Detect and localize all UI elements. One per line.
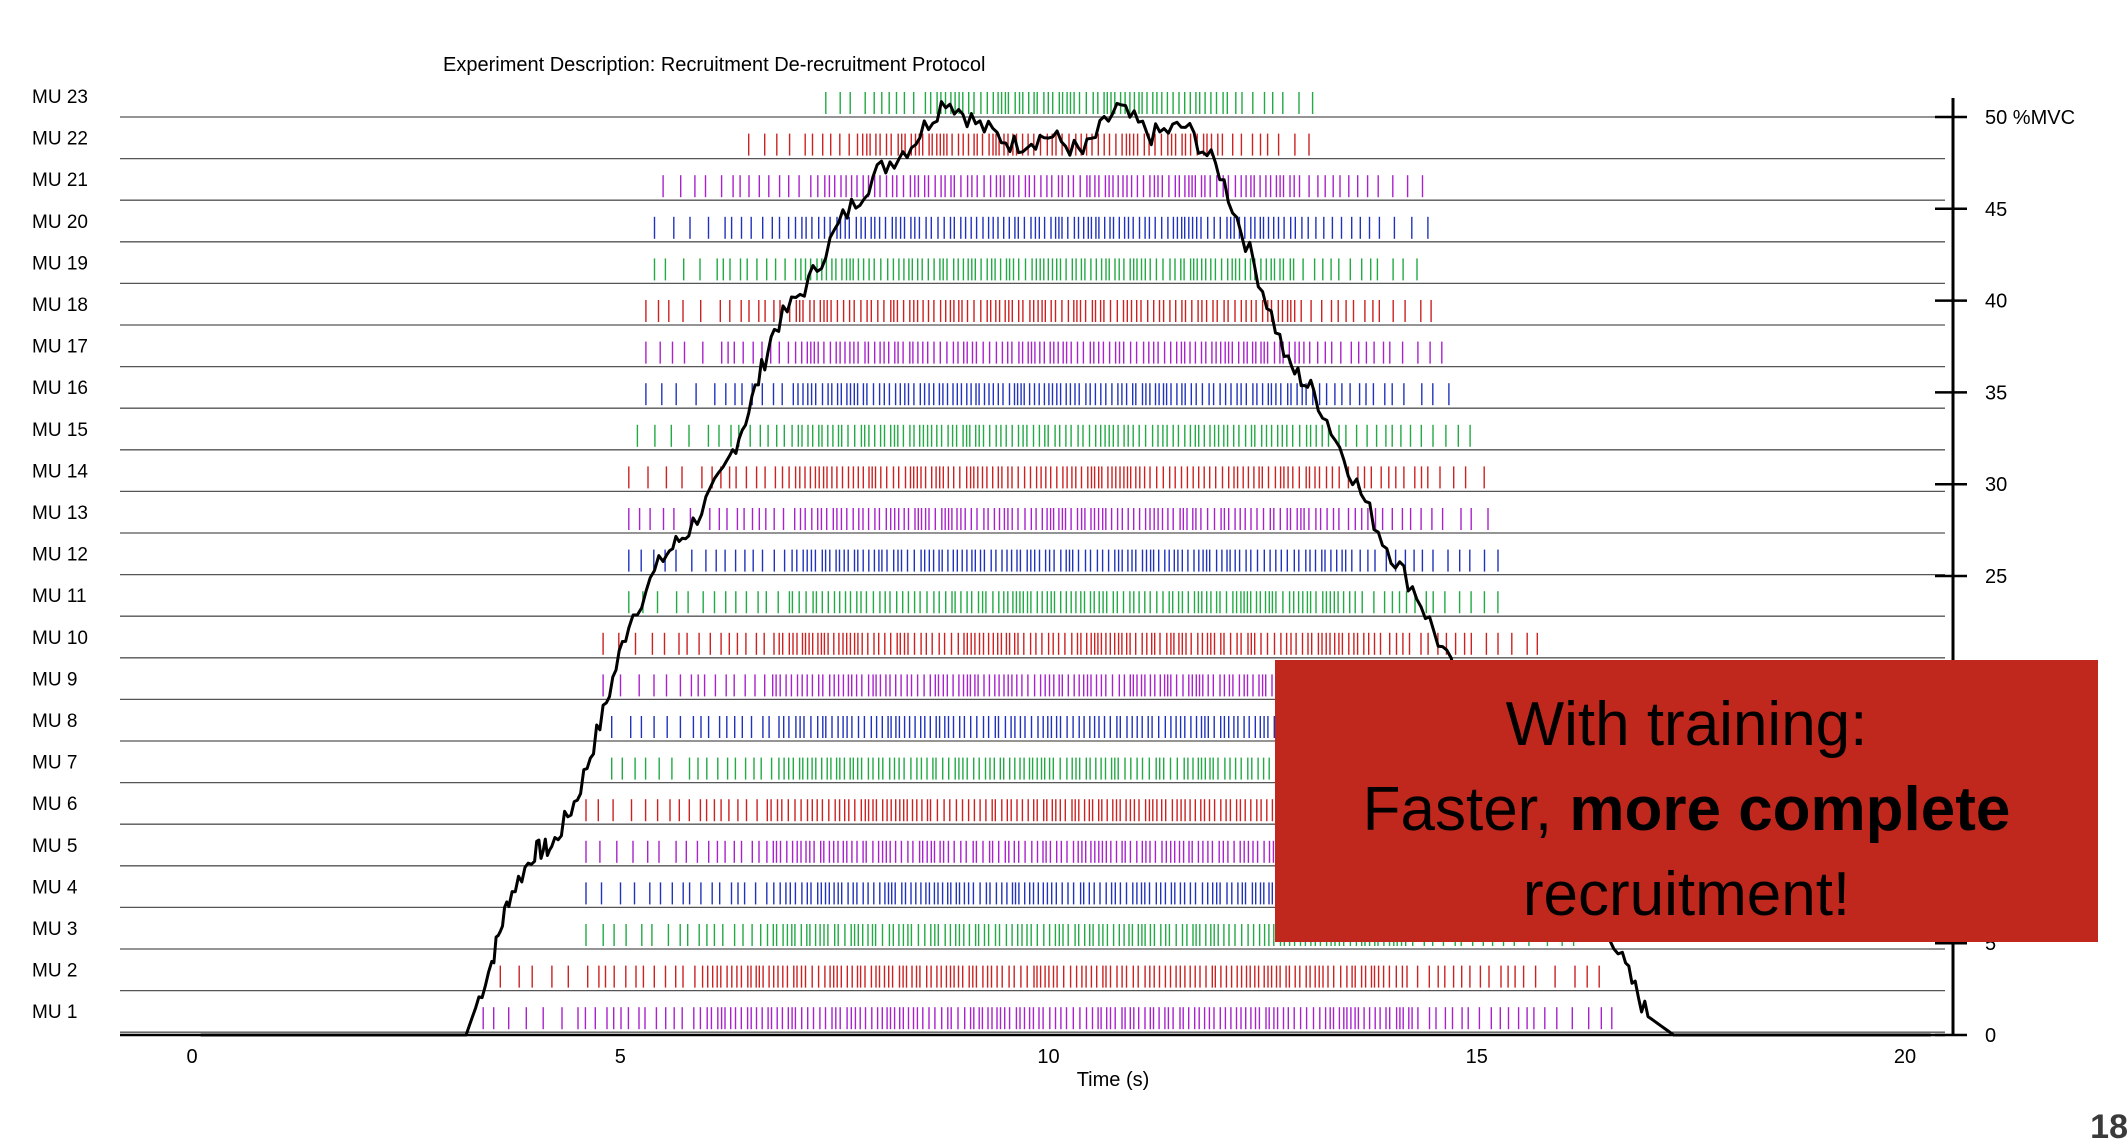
row-label: MU 14 — [32, 461, 88, 482]
y-tick-label: 40 — [1985, 291, 2007, 313]
slide-number: 18 — [2090, 1108, 2128, 1146]
callout-line-2a: Faster, — [1362, 775, 1570, 844]
y-tick-label: 50 %MVC — [1985, 107, 2075, 129]
callout-line-1: With training: — [1505, 690, 1868, 759]
row-label: MU 5 — [32, 836, 77, 857]
row-label: MU 22 — [32, 129, 88, 150]
chart-title: Experiment Description: Recruitment De-r… — [443, 54, 986, 76]
y-tick-label: 30 — [1985, 474, 2007, 496]
y-tick-label: 0 — [1985, 1025, 1996, 1047]
row-label: MU 2 — [32, 961, 77, 982]
row-label: MU 7 — [32, 753, 77, 774]
row-label: MU 1 — [32, 1002, 77, 1023]
row-label: MU 15 — [32, 420, 88, 441]
callout-line-2b: more complete — [1569, 775, 2011, 844]
row-label: MU 4 — [32, 877, 78, 898]
row-label: MU 20 — [32, 212, 88, 233]
row-label: MU 21 — [32, 170, 88, 191]
row-label: MU 6 — [32, 794, 77, 815]
y-tick-label: 5 — [1985, 933, 1996, 955]
x-tick-label: 20 — [1894, 1046, 1916, 1068]
row-label: MU 16 — [32, 378, 88, 399]
row-label: MU 13 — [32, 503, 88, 524]
row-label: MU 8 — [32, 711, 77, 732]
y-tick-label: 25 — [1985, 566, 2007, 588]
callout-line-3: recruitment! — [1522, 860, 1851, 929]
x-axis-label: Time (s) — [1077, 1069, 1150, 1091]
y-tick-label: 35 — [1985, 382, 2007, 404]
row-label: MU 3 — [32, 919, 77, 940]
row-label: MU 11 — [32, 586, 87, 607]
row-label: MU 12 — [32, 545, 88, 566]
x-tick-label: 10 — [1037, 1046, 1059, 1068]
x-tick-label: 15 — [1466, 1046, 1488, 1068]
row-label: MU 23 — [32, 87, 88, 108]
callout-line-2: Faster, more complete — [1275, 767, 2098, 852]
row-label: MU 19 — [32, 253, 88, 274]
training-callout: With training: Faster, more complete rec… — [1275, 660, 2098, 942]
row-label: MU 18 — [32, 295, 88, 316]
row-label: MU 17 — [32, 337, 88, 358]
x-tick-label: 5 — [615, 1046, 626, 1068]
row-label: MU 10 — [32, 628, 88, 649]
row-label: MU 9 — [32, 669, 77, 690]
y-tick-label: 45 — [1985, 199, 2007, 221]
x-tick-label: 0 — [186, 1046, 197, 1068]
